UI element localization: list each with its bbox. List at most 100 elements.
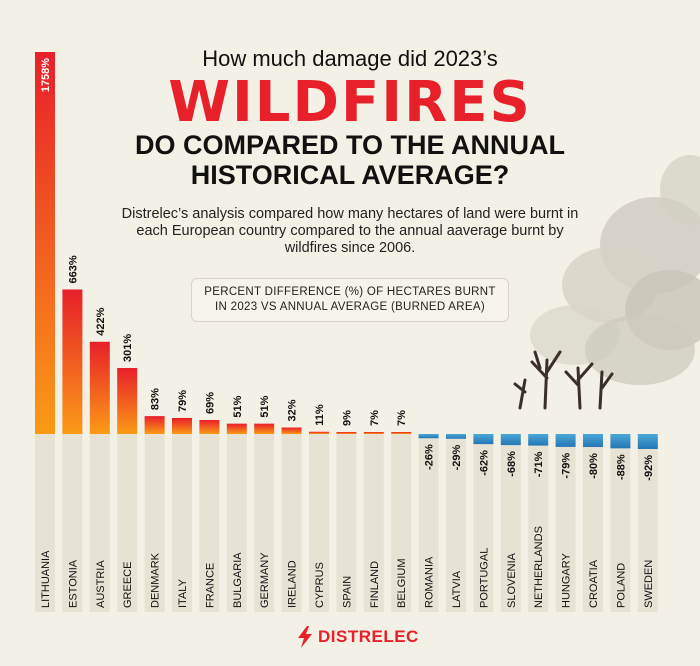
category-label: FINLAND	[369, 561, 381, 608]
bar-italy	[172, 417, 192, 434]
category-label: GERMANY	[259, 552, 271, 608]
bar-greece	[117, 368, 138, 434]
bar-lithuania	[35, 52, 55, 434]
column-bg	[62, 434, 83, 612]
category-label: BELGIUM	[396, 558, 408, 608]
title-wildfires: WILDFIRES	[168, 70, 532, 135]
lightning-bolt-icon	[298, 626, 312, 648]
category-label: BULGARIA	[232, 552, 244, 608]
category-label: ITALY	[177, 578, 189, 608]
column-bg	[336, 434, 357, 612]
value-label: -88%	[615, 454, 627, 480]
title-line-3: DO COMPARED TO THE ANNUAL	[135, 130, 565, 160]
bar-portugal	[473, 434, 494, 445]
value-label: -71%	[533, 451, 545, 477]
value-label: 7%	[369, 410, 381, 426]
metric-label-line-1: PERCENT DIFFERENCE (%) OF HECTARES BURNT	[204, 286, 496, 298]
bar-spain	[336, 432, 357, 434]
value-label: 422%	[95, 307, 107, 335]
value-label: -79%	[561, 453, 573, 479]
category-label: LATVIA	[451, 570, 463, 608]
category-label: CYPRUS	[314, 562, 326, 608]
category-label: LITHUANIA	[40, 550, 52, 608]
value-label: 83%	[150, 388, 162, 410]
category-label: HUNGARY	[561, 553, 573, 608]
bar-romania	[418, 434, 439, 439]
value-label: 51%	[232, 395, 244, 417]
bar-poland	[610, 434, 631, 449]
column-bg	[363, 434, 384, 612]
column-bg	[89, 434, 110, 612]
value-label: 301%	[122, 334, 134, 362]
column-bg	[199, 434, 220, 612]
bar-latvia	[446, 434, 466, 439]
bar-cyprus	[309, 431, 329, 434]
category-label: AUSTRIA	[95, 560, 107, 608]
category-label: CROATIA	[588, 559, 600, 608]
category-label: FRANCE	[204, 563, 216, 608]
column-bg	[528, 434, 549, 612]
column-bg	[35, 434, 55, 612]
value-label: 9%	[341, 410, 353, 426]
category-label: NETHERLANDS	[533, 526, 545, 608]
category-label: DENMARK	[150, 552, 162, 608]
column-bg	[309, 434, 329, 612]
value-label: 69%	[204, 392, 216, 414]
bar-sweden	[637, 434, 658, 449]
value-label: 79%	[177, 390, 189, 412]
bar-croatia	[583, 434, 603, 448]
category-label: POLAND	[615, 563, 627, 608]
column-bg	[583, 434, 603, 612]
bar-germany	[254, 423, 275, 434]
category-label: SLOVENIA	[506, 552, 518, 608]
column-bg	[226, 434, 247, 612]
bar-denmark	[144, 416, 165, 434]
bar-slovenia	[500, 434, 521, 446]
burnt-trees-icon	[513, 350, 614, 410]
column-bg	[172, 434, 192, 612]
bar-austria	[89, 341, 110, 434]
category-label: ESTONIA	[67, 559, 79, 608]
column-bg	[254, 434, 275, 612]
value-label: -29%	[451, 445, 463, 471]
brand-logo: DISTRELEC	[296, 625, 419, 649]
bar-france	[199, 420, 220, 434]
bar-bulgaria	[226, 423, 247, 434]
value-label: -68%	[506, 451, 518, 477]
value-label: -80%	[588, 453, 600, 479]
column-bg	[473, 434, 494, 612]
category-label: GREECE	[122, 562, 134, 608]
column-bg	[500, 434, 521, 612]
value-label: 11%	[314, 404, 326, 426]
category-label: PORTUGAL	[478, 548, 490, 608]
title-line-1: How much damage did 2023’s	[202, 46, 498, 71]
metric-label-line-2: IN 2023 VS ANNUAL AVERAGE (BURNED AREA)	[215, 301, 485, 313]
metric-label-box: PERCENT DIFFERENCE (%) OF HECTARES BURNT…	[191, 278, 509, 322]
smoke-illustration	[530, 155, 700, 385]
column-bg	[446, 434, 466, 612]
column-bg	[281, 434, 302, 612]
value-label: 32%	[287, 399, 299, 421]
column-bg	[144, 434, 165, 612]
value-label: 7%	[396, 410, 408, 426]
bar-finland	[363, 432, 384, 434]
column-bg	[117, 434, 138, 612]
category-label: IRELAND	[287, 560, 299, 608]
column-bg	[637, 434, 658, 612]
bar-estonia	[62, 289, 83, 434]
bar-ireland	[281, 427, 302, 434]
value-label: 1758%	[40, 58, 52, 92]
column-bg	[391, 434, 412, 612]
category-label: SPAIN	[341, 576, 353, 608]
value-label: 663%	[67, 255, 79, 283]
column-bg	[610, 434, 631, 612]
value-label: -62%	[478, 450, 490, 476]
title-line-4: HISTORICAL AVERAGE?	[190, 160, 510, 190]
description: Distrelec’s analysis compared how many h…	[121, 206, 579, 256]
value-label: 51%	[259, 395, 271, 417]
bar-belgium	[391, 432, 412, 434]
category-label: ROMANIA	[424, 556, 436, 608]
bar-netherlands	[528, 434, 549, 446]
column-bg	[418, 434, 439, 612]
